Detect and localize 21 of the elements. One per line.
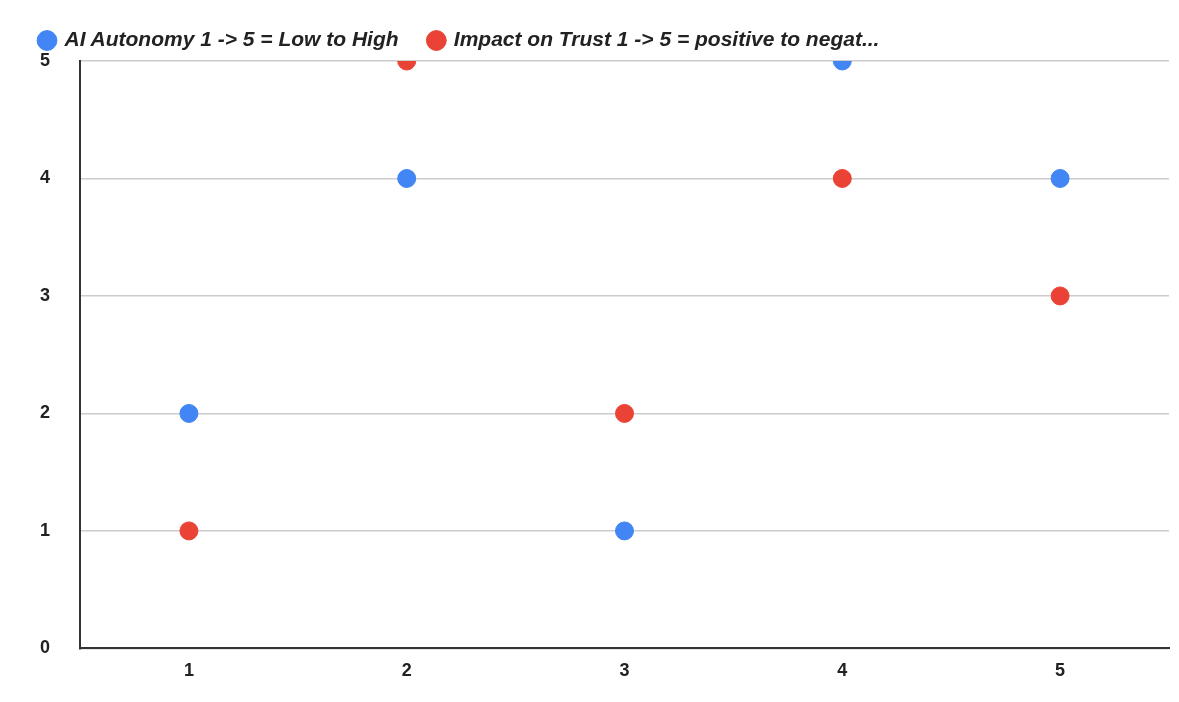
x-tick-label: 1	[183, 660, 194, 681]
x-tick-label: 2	[401, 660, 412, 681]
point	[397, 168, 417, 188]
x-tick-label: 4	[837, 660, 848, 681]
y-tick-label: 5	[40, 49, 51, 70]
y-tick-label: 2	[40, 402, 51, 423]
point	[1050, 168, 1070, 188]
x-tick-label: 3	[619, 660, 630, 681]
point	[832, 168, 852, 188]
y-tick-label: 1	[40, 519, 51, 540]
point	[1050, 286, 1070, 306]
point	[615, 521, 635, 541]
y-tick-label: 0	[40, 637, 51, 658]
y-tick-label: 3	[40, 284, 51, 305]
point	[615, 403, 635, 423]
x-tick-label: 5	[1055, 660, 1066, 681]
legend-label: AI Autonomy 1 -> 5 = Low to High	[63, 27, 399, 51]
legend-label: Impact on Trust 1 -> 5 = positive to negat...	[453, 27, 880, 51]
point	[179, 521, 199, 541]
y-tick-label: 4	[40, 167, 51, 188]
point	[179, 403, 199, 423]
